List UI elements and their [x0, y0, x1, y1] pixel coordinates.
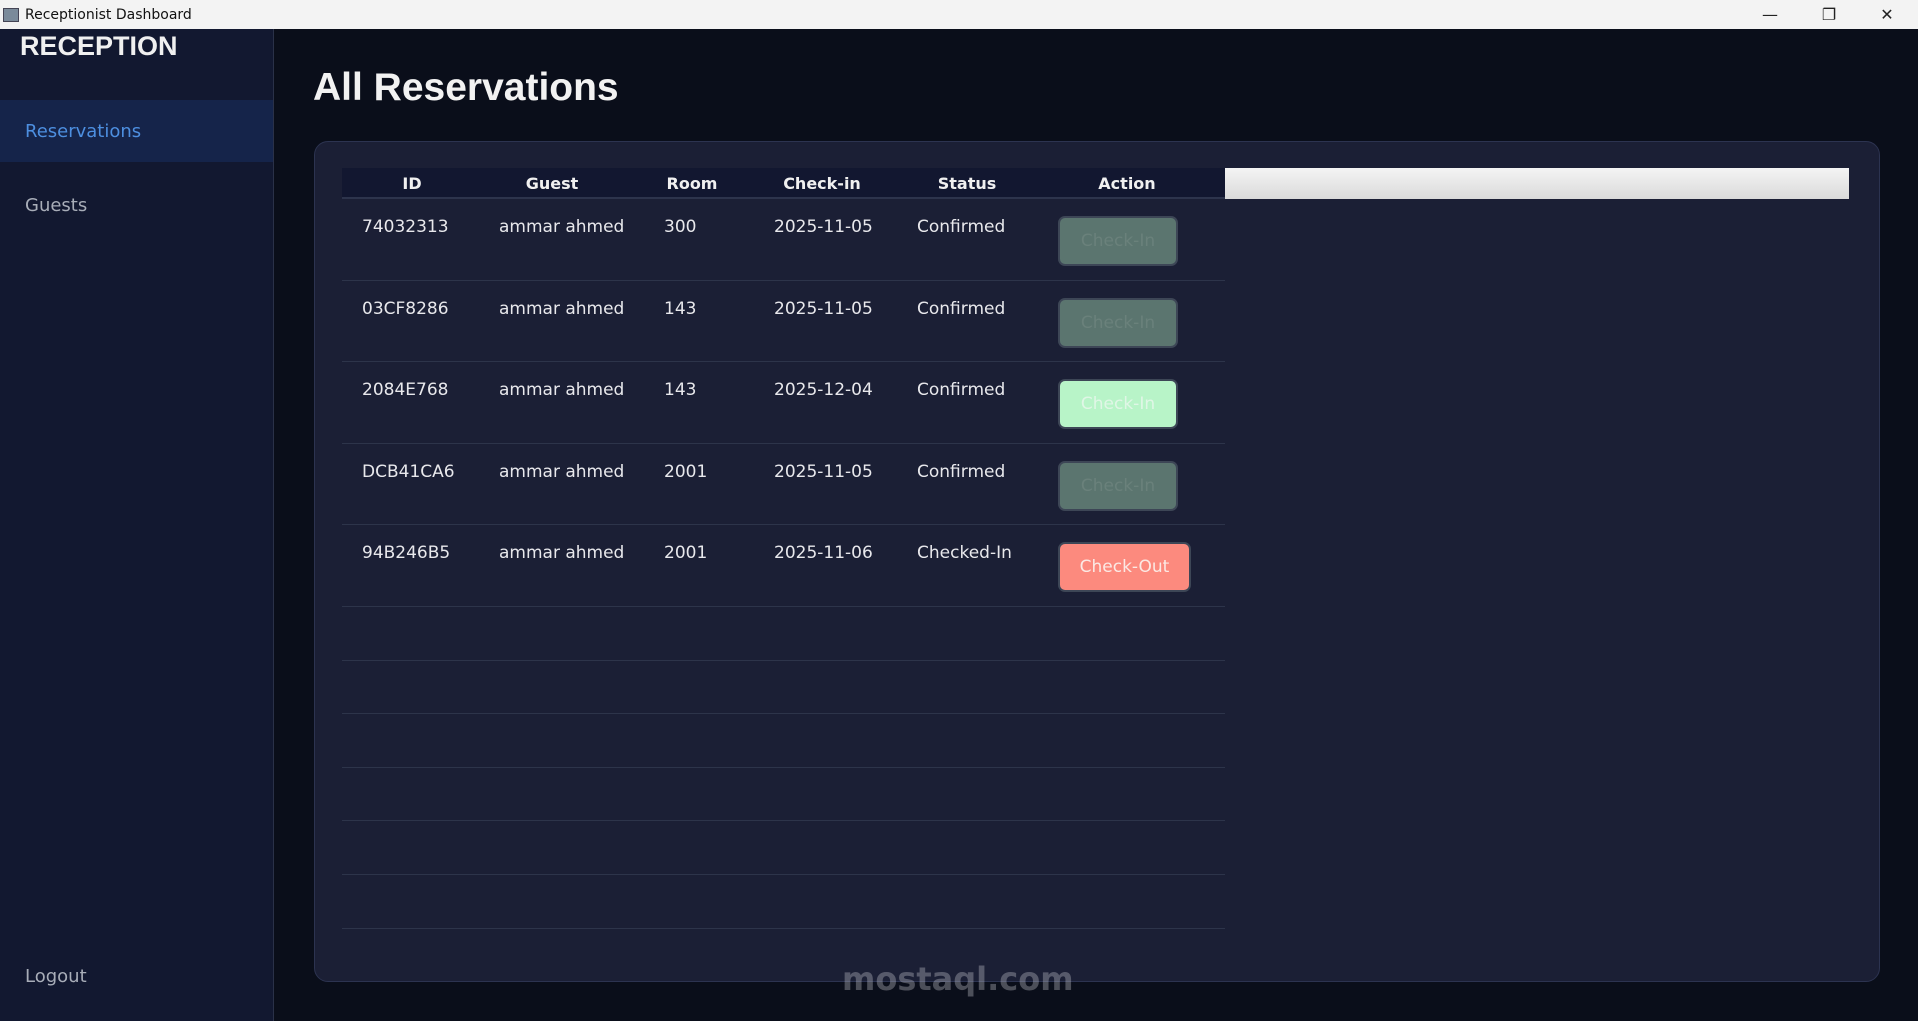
- empty-row: [342, 768, 1225, 822]
- cell-room: 143: [664, 380, 697, 400]
- empty-row: [342, 714, 1225, 768]
- cell-checkin: 2025-11-05: [774, 298, 873, 319]
- column-header-status[interactable]: Status: [937, 174, 997, 193]
- empty-row: [342, 661, 1225, 715]
- cell-guest: ammar ahmed: [499, 461, 625, 482]
- sidebar-item-label: Reservations: [25, 120, 142, 142]
- empty-row: [342, 875, 1225, 929]
- check-in-button: Check-In: [1058, 297, 1178, 348]
- column-header-id[interactable]: ID: [402, 174, 422, 193]
- cell-status: Confirmed: [917, 461, 1006, 482]
- cell-guest: ammar ahmed: [499, 543, 625, 563]
- cell-checkin: 2025-12-04: [774, 380, 873, 400]
- logout-label: Logout: [25, 965, 87, 987]
- app-icon: [3, 7, 19, 22]
- sidebar-item-label: Guests: [25, 194, 88, 216]
- column-header-checkin[interactable]: Check-in: [783, 174, 861, 193]
- cell-guest: ammar ahmed: [499, 298, 625, 319]
- cell-room: 2001: [664, 543, 708, 563]
- cell-checkin: 2025-11-06: [774, 543, 873, 563]
- cell-id: DCB41CA6: [362, 461, 455, 482]
- table-row[interactable]: 94B246B5 ammar ahmed 2001 2025-11-06 Checked…: [342, 525, 1225, 607]
- table-row[interactable]: 74032313 ammar ahmed 300 2025-11-05 Confirme…: [342, 199, 1225, 281]
- table-header: ID Guest Room Check-in Status Action: [342, 168, 1225, 199]
- cell-status: Confirmed: [917, 217, 1006, 237]
- table-row[interactable]: 2084E768 ammar ahmed 143 2025-12-04 Confirme…: [342, 362, 1225, 444]
- logout-button[interactable]: Logout: [0, 945, 273, 1007]
- cell-guest: ammar ahmed: [499, 217, 625, 237]
- cell-status: Checked-In: [917, 543, 1012, 563]
- close-icon[interactable]: ✕: [1880, 5, 1894, 24]
- check-in-button[interactable]: Check-In: [1058, 379, 1178, 429]
- cell-room: 300: [664, 217, 697, 237]
- window-title: Receptionist Dashboard: [25, 6, 192, 23]
- cell-checkin: 2025-11-05: [774, 217, 873, 237]
- watermark: mostaql.com: [842, 960, 1074, 998]
- cell-room: 2001: [664, 461, 708, 482]
- sidebar: RECEPTION Reservations Guests Logout: [0, 29, 274, 1021]
- column-header-action[interactable]: Action: [1098, 174, 1156, 193]
- cell-status: Confirmed: [917, 380, 1006, 400]
- cell-id: 2084E768: [362, 380, 449, 400]
- column-header-guest[interactable]: Guest: [525, 174, 579, 193]
- cell-id: 03CF8286: [362, 298, 449, 319]
- cell-id: 94B246B5: [362, 543, 451, 563]
- header-filler: [1225, 168, 1849, 199]
- empty-row: [342, 607, 1225, 661]
- cell-checkin: 2025-11-05: [774, 461, 873, 482]
- check-in-button: Check-In: [1058, 216, 1178, 266]
- column-header-room[interactable]: Room: [666, 174, 718, 193]
- check-in-button: Check-In: [1058, 460, 1178, 511]
- table-row[interactable]: DCB41CA6 ammar ahmed 2001 2025-11-05 Confirm…: [342, 444, 1225, 525]
- cell-status: Confirmed: [917, 298, 1006, 319]
- cell-guest: ammar ahmed: [499, 380, 625, 400]
- restore-icon[interactable]: ❐: [1821, 5, 1837, 24]
- sidebar-item-reservations[interactable]: Reservations: [0, 100, 273, 162]
- minimize-icon[interactable]: —: [1762, 5, 1778, 24]
- brand-logo: RECEPTION: [20, 31, 178, 61]
- cell-room: 143: [664, 298, 697, 319]
- empty-row: [342, 821, 1225, 875]
- sidebar-item-guests[interactable]: Guests: [0, 174, 273, 236]
- cell-id: 74032313: [362, 217, 449, 237]
- title-bar: Receptionist Dashboard — ❐ ✕: [0, 0, 1918, 29]
- check-out-button[interactable]: Check-Out: [1058, 542, 1191, 592]
- table-row[interactable]: 03CF8286 ammar ahmed 143 2025-11-05 Confirme…: [342, 281, 1225, 362]
- page-title: All Reservations: [313, 66, 619, 109]
